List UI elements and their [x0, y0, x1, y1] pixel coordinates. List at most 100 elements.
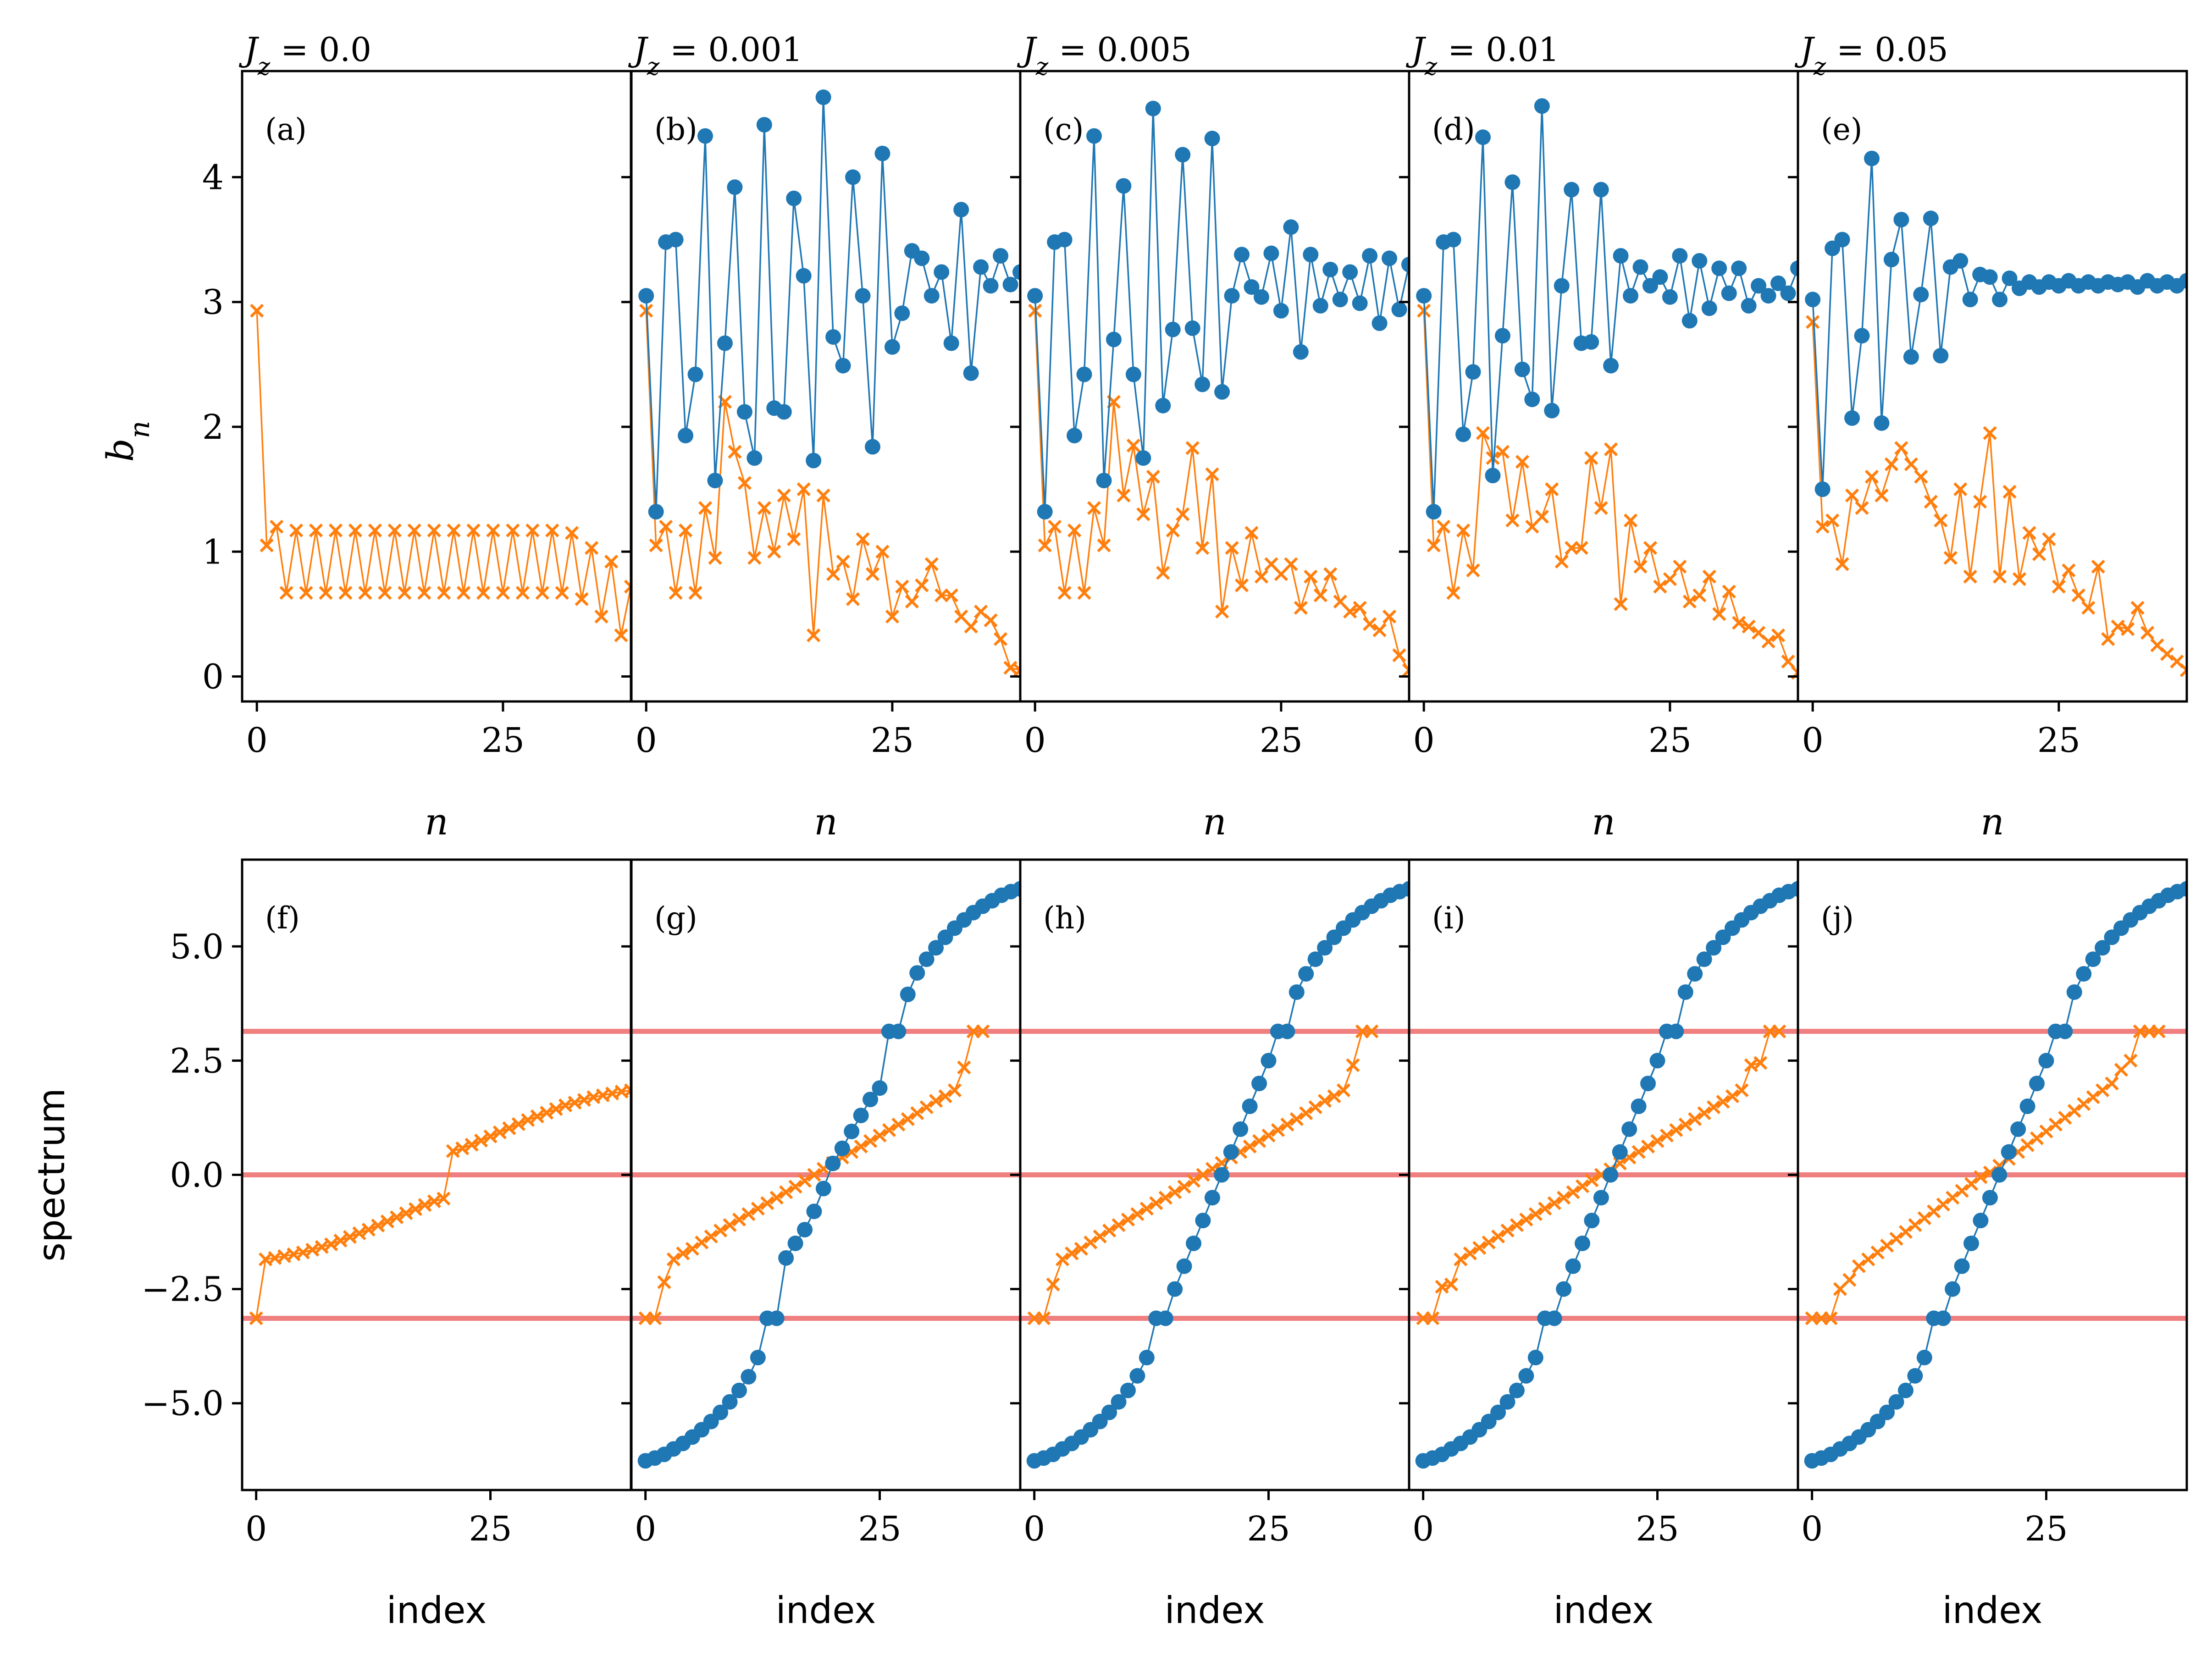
orange-data-point: [846, 592, 860, 606]
orange-data-point: [1547, 1196, 1561, 1210]
blue-data-point: [1499, 1394, 1515, 1410]
blue-data-point: [928, 940, 944, 956]
blue-data-point: [2179, 273, 2187, 289]
orange-data-point: [1084, 1235, 1098, 1250]
orange-data-point: [1146, 469, 1160, 484]
panel-label: (f): [265, 900, 300, 936]
panel-b: [621, 70, 1022, 712]
orange-data-point: [1038, 538, 1052, 552]
orange-data-point: [456, 585, 471, 600]
blue-data-point: [1681, 313, 1698, 329]
panel-d: [1399, 70, 1799, 712]
blue-data-point: [1288, 984, 1305, 1000]
orange-data-point: [1806, 315, 1820, 329]
orange-data-point: [279, 585, 293, 600]
plot-area: [1020, 881, 1409, 1469]
orange-data-point: [2020, 1138, 2035, 1152]
blue-data-point: [1603, 358, 1619, 374]
blue-data-point: [864, 439, 880, 455]
orange-data-point: [1244, 526, 1259, 540]
x-tick-label: 25: [469, 1509, 512, 1549]
orange-data-point: [249, 1311, 263, 1325]
blue-data-point: [697, 128, 713, 144]
orange-data-point: [1048, 519, 1062, 534]
blue-data-point: [1263, 245, 1279, 261]
panel-label: (e): [1821, 112, 1863, 147]
panel-label: (b): [654, 112, 697, 147]
orange-data-point: [1584, 451, 1598, 465]
blue-data-point: [1293, 344, 1309, 360]
orange-data-point: [2030, 1131, 2044, 1145]
y-tick-label: 0.0: [170, 1156, 224, 1195]
orange-data-point: [741, 1207, 756, 1221]
orange-data-point: [1692, 588, 1707, 602]
orange-data-point: [807, 628, 821, 642]
panel-g: [621, 858, 1022, 1500]
blue-data-point: [890, 1023, 907, 1039]
orange-data-point: [657, 1275, 671, 1289]
panel-f: [232, 858, 632, 1500]
blue-data-point: [874, 145, 890, 161]
blue-data-point: [1524, 392, 1540, 408]
orange-data-point: [1149, 1196, 1163, 1210]
blue-data-point: [1184, 320, 1200, 336]
orange-data-point: [1353, 601, 1367, 615]
panel-title: Jz = 0.0: [238, 30, 371, 81]
blue-data-point: [786, 190, 802, 206]
panel-frame: [1019, 70, 1410, 703]
panel-e: [1788, 70, 2188, 712]
orange-data-point: [1663, 572, 1677, 586]
orange-data-point: [1472, 1241, 1487, 1255]
blue-data-point: [2029, 1076, 2045, 1092]
blue-data-point: [918, 951, 935, 967]
blue-data-point: [1770, 275, 1786, 291]
blue-data-point: [1186, 1235, 1202, 1251]
blue-data-point: [1631, 1098, 1647, 1115]
blue-data-point: [1897, 1382, 1913, 1398]
x-tick-label: 25: [2037, 721, 2080, 760]
panel-frame: [1797, 70, 2188, 703]
panel-c: [1010, 70, 1410, 712]
blue-data-point: [1056, 232, 1073, 248]
orange-data-point: [1631, 1145, 1646, 1159]
orange-data-point: [515, 585, 530, 600]
orange-data-point: [1682, 595, 1697, 609]
orange-data-point: [2151, 1024, 2166, 1038]
x-axis-label: n: [1980, 800, 2004, 843]
blue-data-point: [1621, 1121, 1637, 1137]
blue-data-point: [1234, 247, 1250, 263]
orange-data-point: [723, 1218, 737, 1232]
blue-data-point: [900, 986, 916, 1002]
orange-data-point: [1781, 654, 1795, 668]
orange-data-point: [2086, 1090, 2100, 1104]
orange-data-point: [1299, 1106, 1313, 1121]
blue-data-point: [1687, 966, 1703, 982]
blue-data-point: [713, 1404, 729, 1420]
orange-data-point: [1139, 1202, 1154, 1216]
orange-data-point: [1444, 1277, 1459, 1292]
blue-data-point: [1544, 403, 1560, 419]
orange-data-point: [1641, 1139, 1655, 1154]
orange-data-point: [757, 501, 771, 515]
x-tick-label: 25: [1648, 721, 1692, 760]
orange-data-point: [270, 519, 284, 534]
orange-data-point: [666, 1252, 681, 1266]
x-tick-label: 0: [636, 721, 657, 760]
blue-data-point: [1593, 1190, 1609, 1206]
panel-label: (i): [1432, 900, 1465, 936]
blue-data-point: [1027, 288, 1043, 304]
blue-data-point: [1298, 966, 1314, 982]
orange-data-point: [751, 1202, 765, 1216]
y-tick-label: 3: [202, 283, 224, 322]
x-tick-label: 25: [1247, 1509, 1290, 1549]
blue-data-point: [1721, 285, 1737, 301]
blue-data-point: [1584, 1213, 1600, 1229]
orange-data-point: [1964, 1177, 1979, 1191]
orange-data-point: [1093, 1229, 1107, 1244]
orange-data-point: [1974, 1170, 1988, 1184]
blue-data-point: [1145, 100, 1161, 116]
blue-data-point: [934, 264, 950, 280]
orange-data-point: [1515, 455, 1530, 469]
orange-data-point: [1963, 569, 1977, 584]
